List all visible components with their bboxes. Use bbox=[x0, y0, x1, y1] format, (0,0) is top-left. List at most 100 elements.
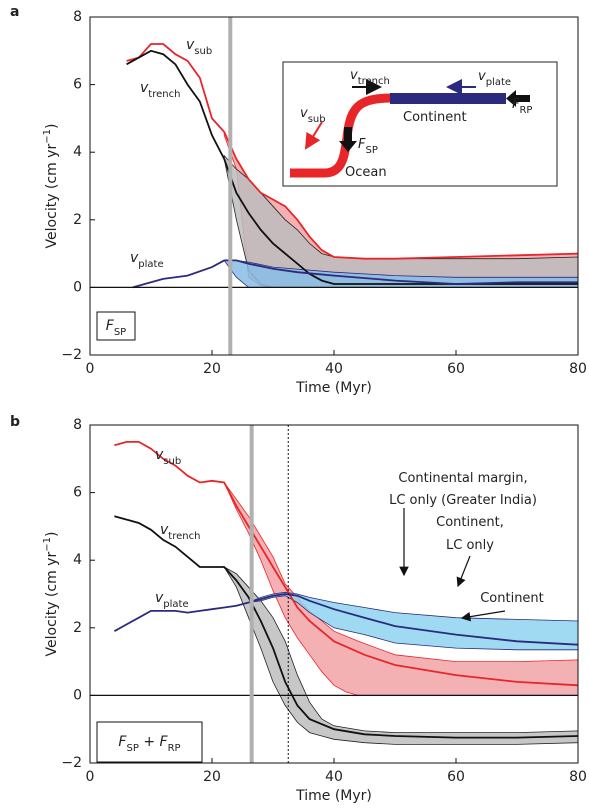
text-part: −1 bbox=[42, 537, 53, 552]
text-part: ) bbox=[44, 124, 60, 129]
y-tick-label: 4 bbox=[73, 552, 82, 568]
note-arrows bbox=[399, 508, 506, 622]
x-tick-label: 60 bbox=[447, 361, 465, 377]
x-axis-label: Time (Myr) bbox=[295, 380, 372, 396]
inset-label: vsub bbox=[300, 106, 326, 125]
text-part: sub bbox=[163, 456, 181, 467]
text-part: trench bbox=[148, 89, 180, 100]
curve-label: vsub bbox=[186, 37, 212, 57]
fsp-arrow bbox=[339, 127, 357, 152]
note-arrow bbox=[456, 555, 471, 588]
text-part: Continent, bbox=[436, 515, 504, 530]
note: Continental margin, bbox=[398, 471, 527, 486]
continent-block bbox=[390, 93, 506, 104]
text-part: Continental margin, bbox=[398, 471, 527, 486]
text-part: SP bbox=[114, 327, 126, 338]
curve-label: vtrench bbox=[140, 80, 180, 100]
inset-label: vtrench bbox=[350, 68, 390, 87]
legend-box bbox=[96, 721, 203, 763]
x-tick-label: 60 bbox=[447, 769, 465, 785]
note-arrow bbox=[460, 610, 506, 622]
y-tick-label: 6 bbox=[73, 485, 82, 501]
curve-label: vplate bbox=[130, 250, 164, 270]
panel-letter: a bbox=[10, 4, 19, 20]
inset-label: Continent bbox=[403, 110, 467, 125]
y-tick-label: 6 bbox=[73, 77, 82, 93]
legend-label: FSP + FRP bbox=[118, 734, 180, 754]
text-part: v bbox=[350, 68, 358, 83]
text-part: −1 bbox=[42, 129, 53, 144]
x-tick-label: 40 bbox=[325, 769, 343, 785]
text-part: trench bbox=[358, 76, 390, 87]
text-part: v bbox=[186, 37, 195, 53]
text-part: v bbox=[155, 590, 164, 606]
text-part: v bbox=[300, 106, 308, 121]
note: LC only bbox=[446, 538, 494, 553]
legend-box bbox=[96, 311, 136, 341]
y-tick-label: 2 bbox=[73, 212, 82, 228]
text-part: plate bbox=[486, 77, 511, 88]
x-tick-label: 0 bbox=[86, 769, 95, 785]
note: Continent, bbox=[436, 515, 504, 530]
sub-arrow bbox=[304, 121, 323, 150]
line bbox=[113, 593, 579, 646]
text-part: F bbox=[118, 734, 127, 750]
text-part: LC only (Greater India) bbox=[389, 493, 537, 508]
text-part: sub bbox=[194, 46, 212, 57]
y-tick-label: 8 bbox=[73, 9, 82, 25]
y-tick-label: 2 bbox=[73, 620, 82, 636]
x-axis-label: Time (Myr) bbox=[295, 788, 372, 804]
text-part: F bbox=[160, 734, 169, 750]
text-part: Velocity (cm yr bbox=[44, 144, 60, 249]
curve-label: vtrench bbox=[160, 522, 200, 542]
inset-label: Ocean bbox=[345, 165, 387, 180]
text-part: v bbox=[155, 447, 164, 463]
x-tick-label: 80 bbox=[569, 361, 587, 377]
text-part: Ocean bbox=[345, 165, 387, 180]
x-tick-label: 40 bbox=[325, 361, 343, 377]
text-part: trench bbox=[168, 531, 200, 542]
text-part: v bbox=[140, 80, 149, 96]
line bbox=[114, 441, 579, 687]
y-tick-label: 0 bbox=[73, 687, 82, 703]
text-part: RP bbox=[168, 743, 181, 754]
inset-diagram bbox=[282, 61, 558, 187]
y-tick-label: −2 bbox=[61, 755, 82, 771]
text-part: plate bbox=[138, 259, 163, 270]
y-tick-label: −2 bbox=[61, 347, 82, 363]
x-tick-label: 80 bbox=[569, 769, 587, 785]
text-part: v bbox=[478, 69, 486, 84]
text-part: SP bbox=[126, 743, 138, 754]
y-tick-label: 0 bbox=[73, 279, 82, 295]
legend-label: FSP bbox=[106, 318, 126, 338]
text-part: Velocity (cm yr bbox=[44, 552, 60, 657]
line bbox=[132, 259, 578, 289]
inset-label: FSP bbox=[358, 137, 378, 156]
text-part: + bbox=[139, 734, 160, 750]
x-tick-label: 0 bbox=[86, 361, 95, 377]
note: Continent bbox=[480, 591, 544, 606]
text-part: RP bbox=[519, 105, 532, 116]
y-tick-label: 8 bbox=[73, 417, 82, 433]
note: LC only (Greater India) bbox=[389, 493, 537, 508]
inset-frame bbox=[282, 61, 558, 187]
y-axis-label: Velocity (cm yr−1) bbox=[42, 532, 61, 657]
line bbox=[126, 49, 578, 285]
text-part: sub bbox=[308, 114, 326, 125]
text-part: Continent bbox=[403, 110, 467, 125]
frp-arrow bbox=[506, 90, 530, 107]
curve-label: vsub bbox=[155, 447, 181, 467]
text-part: F bbox=[106, 318, 115, 334]
y-axis-label: Velocity (cm yr−1) bbox=[42, 124, 61, 249]
text-part: SP bbox=[365, 145, 377, 156]
inset-label: vplate bbox=[478, 69, 511, 88]
x-tick-label: 20 bbox=[203, 769, 221, 785]
text-part: plate bbox=[163, 599, 188, 610]
line bbox=[126, 43, 579, 260]
inset-label: FRP bbox=[512, 97, 532, 116]
x-tick-label: 20 bbox=[203, 361, 221, 377]
text-part: LC only bbox=[446, 538, 494, 553]
line bbox=[114, 515, 579, 739]
y-tick-label: 4 bbox=[73, 144, 82, 160]
